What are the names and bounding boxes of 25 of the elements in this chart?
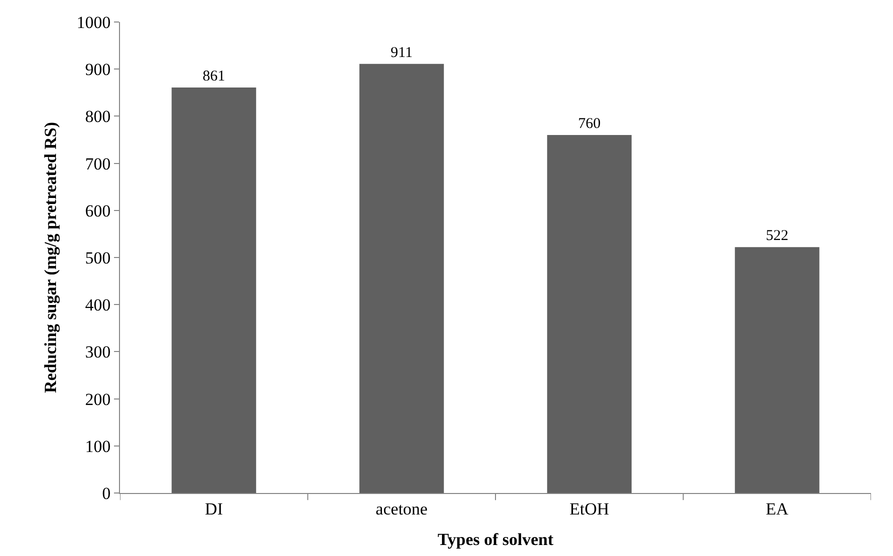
y-tick-label: 1000	[76, 12, 111, 32]
y-tick-label: 400	[85, 296, 111, 315]
x-tick-label: acetone	[376, 499, 428, 518]
y-tick-label: 500	[85, 248, 111, 268]
data-label: 861	[202, 68, 226, 84]
x-tick-label: EA	[766, 499, 790, 518]
y-tick-label: 900	[85, 60, 111, 80]
data-label: 760	[578, 116, 601, 132]
y-tick-label: 100	[85, 436, 111, 456]
y-tick-label: 600	[85, 201, 111, 220]
y-tick-label: 800	[85, 107, 111, 126]
y-tick-label: 300	[85, 342, 111, 362]
y-tick-label: 0	[102, 484, 111, 503]
y-axis-title: Reducing sugar (mg/g pretreated RS)	[41, 122, 60, 394]
x-tick-label: EtOH	[570, 499, 610, 518]
data-label: 522	[766, 228, 788, 244]
y-tick-label: 200	[85, 390, 111, 409]
y-tick-label: 700	[85, 154, 111, 174]
x-tick-label: DI	[204, 499, 224, 518]
bar	[172, 87, 256, 493]
bar	[734, 247, 820, 493]
data-label: 911	[390, 44, 413, 61]
bar	[359, 64, 444, 493]
x-axis-title: Types of solvent	[438, 530, 554, 549]
bar	[547, 135, 632, 493]
